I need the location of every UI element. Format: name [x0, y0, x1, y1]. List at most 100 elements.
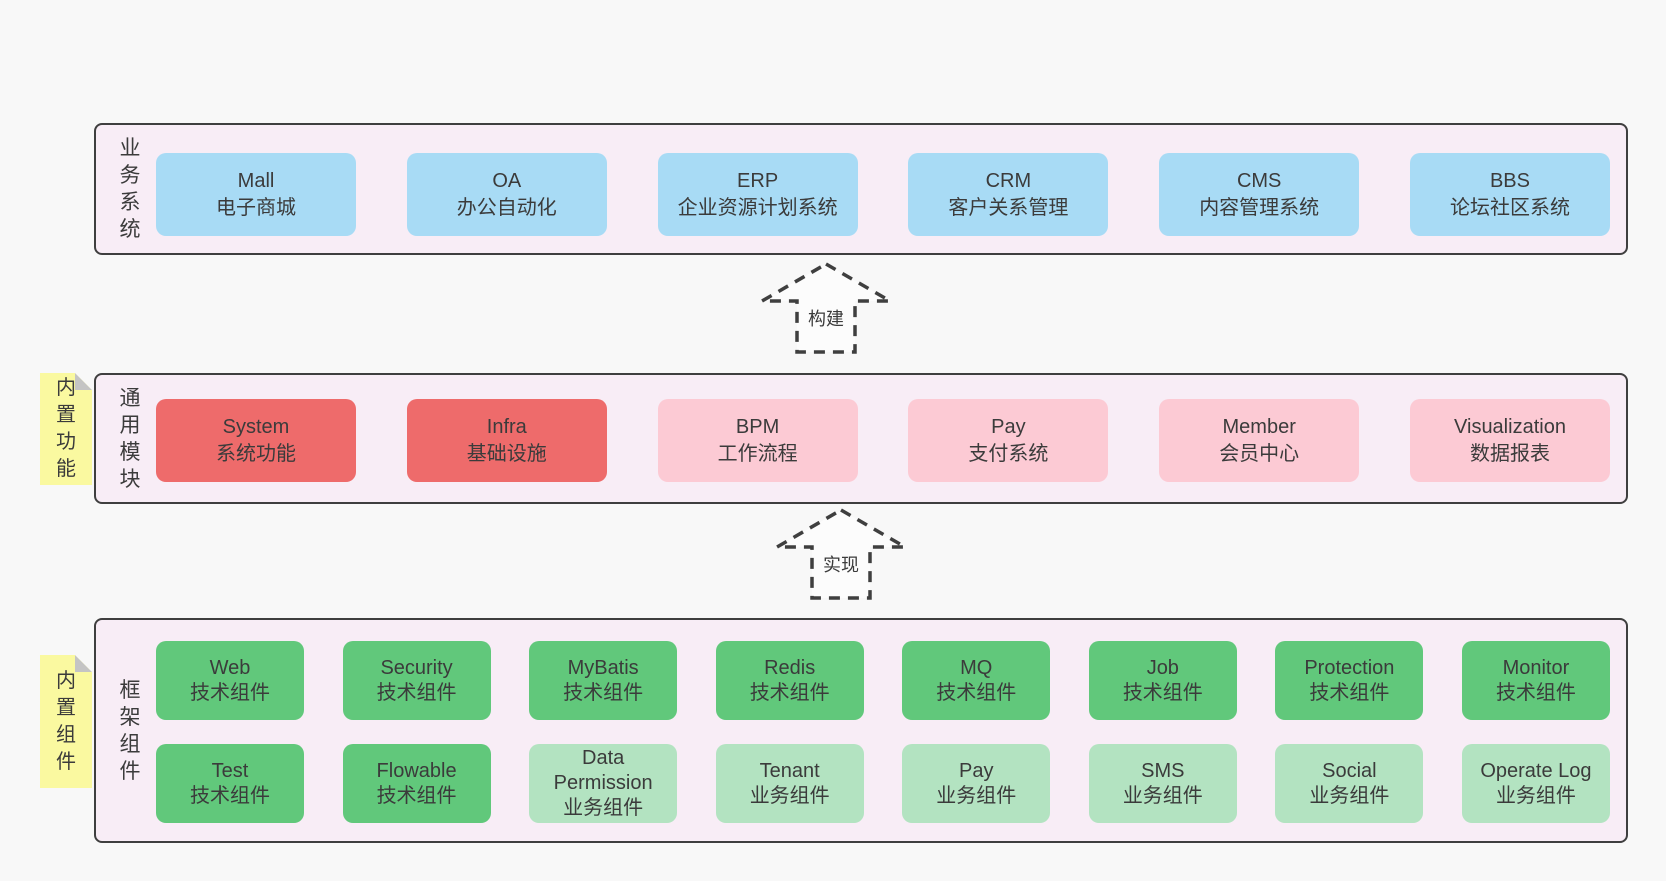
box-flowable: Flowable 技术组件: [342, 744, 491, 823]
box-security: Security 技术组件: [342, 641, 491, 720]
box-subtitle: 企业资源计划系统: [677, 196, 838, 219]
box-subtitle: 技术组件: [936, 681, 1017, 704]
panel-label-text: 框架组件: [119, 678, 141, 783]
box-subtitle: 论坛社区系统: [1449, 196, 1570, 219]
box-bpm: BPM 工作流程: [657, 399, 858, 482]
box-subtitle: 支付系统: [968, 442, 1049, 465]
box-title: Tenant: [759, 759, 820, 782]
box-row: Mall 电子商城 OA 办公自动化 ERP 企业资源计划系统 CRM 客户关系管理 CMS 内容…: [156, 153, 1610, 236]
box-subtitle: 系统功能: [216, 442, 296, 465]
box-pay: Pay 业务组件: [902, 744, 1051, 823]
arrow-label: 实现: [820, 551, 862, 577]
sticky-note-builtin-components: 内置组件: [40, 655, 92, 788]
box-title: Pay: [959, 759, 994, 782]
box-social: Social 业务组件: [1275, 744, 1424, 823]
box-tenant: Tenant 业务组件: [715, 744, 864, 823]
panel-label-business-systems: 业务系统: [110, 125, 150, 253]
box-subtitle: 内容管理系统: [1199, 196, 1320, 219]
box-member: Member 会员中心: [1159, 399, 1360, 482]
panel-business-systems: 业务系统 Mall 电子商城 OA 办公自动化 ERP 企业资源计划系统 CRM 客户关系管理…: [94, 123, 1628, 255]
box-title: System: [222, 416, 290, 439]
panel-label-text: 通用模块: [119, 386, 141, 491]
box-title: Data Permission: [553, 747, 653, 794]
box-title: Web: [209, 656, 251, 679]
box-title: Pay: [991, 416, 1026, 439]
box-subtitle: 数据报表: [1469, 442, 1550, 465]
box-subtitle: 业务组件: [563, 797, 644, 819]
box-job: Job 技术组件: [1088, 641, 1237, 720]
box-subtitle: 技术组件: [749, 681, 830, 704]
box-title: Visualization: [1454, 416, 1566, 439]
box-subtitle: 基础设施: [466, 442, 547, 465]
box-protection: Protection 技术组件: [1275, 641, 1424, 720]
box-data-permission: Data Permission 业务组件: [529, 744, 678, 823]
box-subtitle: 会员中心: [1219, 442, 1300, 465]
box-title: OA: [492, 170, 522, 193]
box-subtitle: 电子商城: [216, 196, 296, 219]
box-system: System 系统功能: [156, 399, 356, 482]
box-test: Test 技术组件: [156, 744, 304, 823]
box-title: MyBatis: [567, 656, 639, 679]
box-title: Monitor: [1502, 656, 1570, 679]
box-operate-log: Operate Log 业务组件: [1461, 744, 1610, 823]
box-title: BBS: [1489, 170, 1530, 193]
box-infra: Infra 基础设施: [406, 399, 607, 482]
box-title: Test: [211, 759, 249, 782]
box-title: CRM: [985, 170, 1032, 193]
box-title: Protection: [1304, 656, 1395, 679]
box-visualization: Visualization 数据报表: [1409, 399, 1610, 482]
box-subtitle: 技术组件: [563, 681, 644, 704]
box-subtitle: 技术组件: [1309, 681, 1390, 704]
panel-label-text: 业务系统: [119, 137, 141, 241]
box-mall: Mall 电子商城: [156, 153, 356, 236]
box-mybatis: MyBatis 技术组件: [529, 641, 678, 720]
box-pay: Pay 支付系统: [908, 399, 1109, 482]
box-title: Member: [1222, 416, 1296, 439]
sticky-note-text: 内置功能: [56, 377, 76, 480]
box-title: Operate Log: [1480, 759, 1592, 782]
arrow-label: 构建: [805, 305, 847, 331]
box-title: Redis: [764, 656, 816, 679]
box-subtitle: 技术组件: [190, 784, 270, 807]
box-subtitle: 技术组件: [1122, 681, 1203, 704]
box-redis: Redis 技术组件: [715, 641, 864, 720]
box-row: Web 技术组件 Security 技术组件 MyBatis 技术组件 Redis 技术组件 M…: [156, 641, 1610, 720]
panel-label-framework-components: 框架组件: [110, 620, 150, 841]
panel-boxes: Web 技术组件 Security 技术组件 MyBatis 技术组件 Redis 技术组件 M…: [156, 641, 1610, 823]
box-subtitle: 技术组件: [1495, 681, 1576, 704]
box-subtitle: 技术组件: [376, 681, 457, 704]
box-subtitle: 业务组件: [749, 784, 830, 807]
box-subtitle: 业务组件: [1495, 784, 1576, 807]
box-subtitle: 技术组件: [190, 681, 270, 704]
box-mq: MQ 技术组件: [902, 641, 1051, 720]
box-title: Mall: [237, 170, 275, 193]
panel-boxes: Mall 电子商城 OA 办公自动化 ERP 企业资源计划系统 CRM 客户关系管理 CMS 内容…: [156, 153, 1610, 236]
sticky-note-builtin-features: 内置功能: [40, 373, 92, 485]
box-subtitle: 工作流程: [717, 442, 798, 465]
folded-corner-icon: [75, 373, 92, 390]
box-subtitle: 技术组件: [376, 784, 457, 807]
box-title: CMS: [1236, 170, 1282, 193]
box-subtitle: 业务组件: [936, 784, 1017, 807]
panel-framework-components: 框架组件 Web 技术组件 Security 技术组件 MyBatis 技术组件 Redis…: [94, 618, 1628, 843]
box-title: Social: [1322, 759, 1377, 782]
arrow-implement: 实现: [771, 507, 911, 602]
box-subtitle: 客户关系管理: [948, 196, 1069, 219]
panel-boxes: System 系统功能 Infra 基础设施 BPM 工作流程 Pay 支付系统 Member 会…: [156, 399, 1610, 482]
box-title: Security: [380, 656, 453, 679]
box-row: Test 技术组件 Flowable 技术组件 Data Permission 业务组件 T…: [156, 744, 1610, 823]
box-title: Job: [1146, 656, 1179, 679]
box-web: Web 技术组件: [156, 641, 304, 720]
box-subtitle: 业务组件: [1309, 784, 1390, 807]
box-oa: OA 办公自动化: [406, 153, 607, 236]
box-subtitle: 业务组件: [1122, 784, 1203, 807]
box-title: BPM: [735, 416, 780, 439]
box-monitor: Monitor 技术组件: [1461, 641, 1610, 720]
box-erp: ERP 企业资源计划系统: [657, 153, 858, 236]
box-crm: CRM 客户关系管理: [908, 153, 1109, 236]
box-row: System 系统功能 Infra 基础设施 BPM 工作流程 Pay 支付系统 Member 会…: [156, 399, 1610, 482]
box-cms: CMS 内容管理系统: [1159, 153, 1360, 236]
panel-common-modules: 通用模块 System 系统功能 Infra 基础设施 BPM 工作流程 Pay 支付系统 Me…: [94, 373, 1628, 504]
box-bbs: BBS 论坛社区系统: [1409, 153, 1610, 236]
